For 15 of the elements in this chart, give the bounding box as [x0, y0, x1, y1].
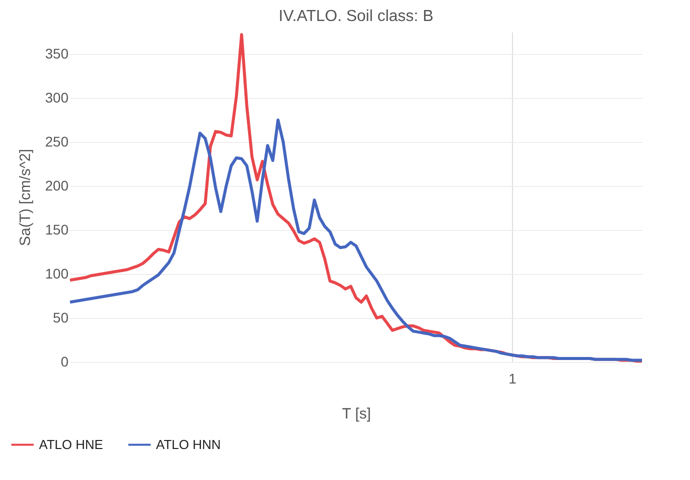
chart-title: IV.ATLO. Soil class: B	[278, 8, 434, 25]
line-series	[68, 118, 644, 362]
y-tick-label: 200	[45, 178, 69, 194]
y-tick-label: 50	[52, 310, 69, 326]
x-tick-label: 1	[508, 370, 517, 386]
legend-label: ATLO HNE	[39, 436, 104, 452]
y-tick-label: 0	[60, 354, 69, 370]
legend-label: ATLO HNN	[156, 436, 221, 452]
x-axis-title: T [s]	[342, 406, 371, 422]
y-tick-label: 300	[45, 90, 69, 106]
y-axis-title: Sa(T) [cm/s^2]	[17, 148, 34, 246]
y-tick-label: 150	[45, 222, 69, 238]
y-tick-label: 350	[45, 46, 69, 62]
y-tick-label: 250	[45, 134, 69, 150]
y-tick-label: 100	[45, 266, 69, 282]
